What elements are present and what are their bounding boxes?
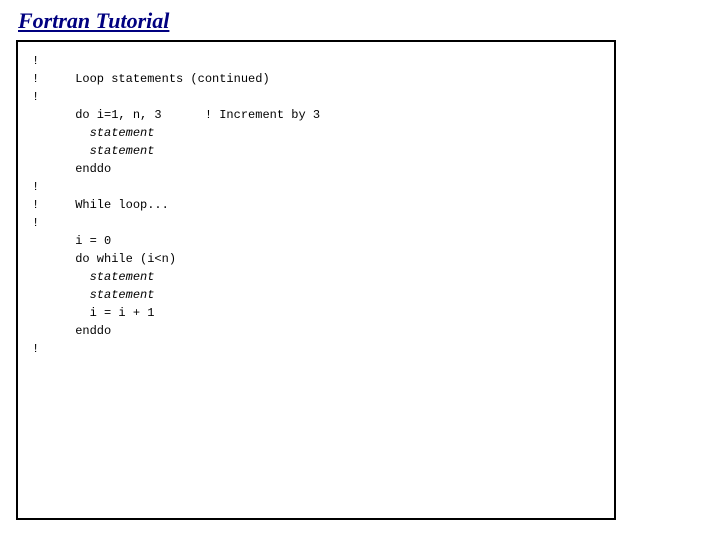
code-line: i = i + 1	[32, 306, 154, 320]
code-line: !	[32, 342, 39, 356]
code-line: !	[32, 216, 39, 230]
code-line: !	[32, 54, 39, 68]
code-block: ! ! Loop statements (continued) ! do i=1…	[32, 52, 600, 358]
code-line: ! While loop...	[32, 198, 169, 212]
code-line: do i=1, n, 3 ! Increment by 3	[32, 108, 320, 122]
page-title: Fortran Tutorial	[16, 8, 704, 34]
code-line: statement	[32, 288, 154, 302]
code-line: enddo	[32, 324, 111, 338]
code-line: do while (i<n)	[32, 252, 176, 266]
code-line: ! Loop statements (continued)	[32, 72, 270, 86]
code-line: enddo	[32, 162, 111, 176]
code-line: statement	[32, 270, 154, 284]
code-container: ! ! Loop statements (continued) ! do i=1…	[16, 40, 616, 520]
code-line: !	[32, 180, 39, 194]
code-line: statement	[32, 144, 154, 158]
code-line: i = 0	[32, 234, 111, 248]
code-line: !	[32, 90, 39, 104]
code-line: statement	[32, 126, 154, 140]
